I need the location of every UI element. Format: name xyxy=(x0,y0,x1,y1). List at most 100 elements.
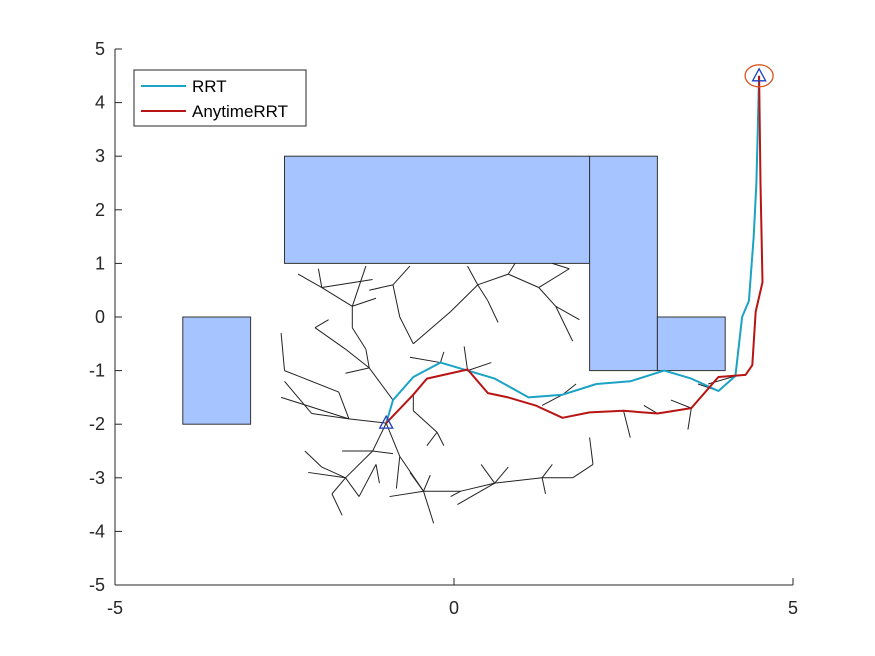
tree-edge xyxy=(365,349,370,369)
tree-edge xyxy=(480,464,496,484)
tree-edge xyxy=(314,327,346,350)
x-tick-label: -5 xyxy=(107,598,123,618)
tree-edge xyxy=(450,490,462,498)
tree-edge xyxy=(345,477,360,497)
tree-edge xyxy=(508,273,539,288)
obstacle-1 xyxy=(182,316,252,425)
tree-edge xyxy=(351,327,367,350)
tree-edge xyxy=(409,472,424,492)
paths-layer xyxy=(385,75,764,424)
tree-edge xyxy=(368,367,394,401)
tree-edge xyxy=(457,482,495,506)
tree-edge xyxy=(321,466,346,479)
tree-edge xyxy=(345,450,373,479)
y-tick-label: 1 xyxy=(95,253,105,273)
tree-edge xyxy=(314,319,329,329)
tree-edge xyxy=(284,370,299,377)
tree-edge xyxy=(338,391,350,420)
tree-edge xyxy=(321,287,353,307)
y-tick-label: -3 xyxy=(89,468,105,488)
tree-edge xyxy=(409,356,441,364)
tree-edge xyxy=(687,408,692,430)
series-line-anytimerrt xyxy=(385,75,764,424)
tree-edge xyxy=(477,284,489,302)
tree-edge xyxy=(623,410,631,438)
tree-edge xyxy=(372,450,394,455)
legend-label-rrt: RRT xyxy=(192,77,227,96)
tree-edge xyxy=(321,278,373,289)
tree-edge xyxy=(541,394,563,406)
y-tick-label: 0 xyxy=(95,307,105,327)
y-tick-label: 3 xyxy=(95,146,105,166)
tree-edge xyxy=(562,383,577,396)
tree-edge xyxy=(284,380,313,414)
tree-edge xyxy=(331,477,346,495)
tree-edge xyxy=(555,306,574,342)
tree-edge xyxy=(538,268,570,288)
y-tick-label: -2 xyxy=(89,414,105,434)
y-tick-label: 5 xyxy=(95,39,105,59)
tree-edge xyxy=(439,351,445,363)
tree-edge xyxy=(412,410,438,433)
series-line-rrt xyxy=(385,75,761,424)
tree-edge xyxy=(389,490,424,498)
plot-area xyxy=(182,64,774,524)
tree-edge xyxy=(280,396,350,420)
tree-edge xyxy=(494,477,543,484)
x-tick-label: 5 xyxy=(788,598,798,618)
y-tick-label: -5 xyxy=(89,575,105,595)
tree-edge xyxy=(589,437,594,465)
tree-edge xyxy=(507,263,516,275)
y-tick-label: 4 xyxy=(95,93,105,113)
tree-edge xyxy=(348,418,387,424)
tree-edge xyxy=(552,262,570,270)
start-marker xyxy=(378,414,394,429)
tree-edge xyxy=(345,348,370,369)
tree-edge xyxy=(463,346,469,371)
tree-edge xyxy=(375,464,380,484)
axes-layer: -5 -4 -3 -2 -1 0 1 2 3 4 5 -5 0 5 xyxy=(89,39,798,618)
y-tick-label: 2 xyxy=(95,200,105,220)
tree-edge xyxy=(345,367,370,374)
tree-edge xyxy=(280,333,285,371)
tree-edge xyxy=(572,463,594,479)
obstacle-4 xyxy=(656,316,726,372)
y-tick-label: -4 xyxy=(89,521,105,541)
tree-edge xyxy=(304,450,323,468)
tree-edge xyxy=(467,362,492,372)
obstacle-2 xyxy=(284,155,591,264)
tree-edge xyxy=(358,464,377,497)
tree-edge xyxy=(331,493,343,516)
tree-edge xyxy=(436,432,445,446)
tree-edge xyxy=(423,474,431,492)
tree-edge xyxy=(297,273,323,288)
goal-marker xyxy=(751,67,767,82)
tree-edge xyxy=(317,268,323,288)
tree-edge xyxy=(399,316,414,345)
tree-edge xyxy=(311,412,349,420)
tree-edge xyxy=(538,287,557,307)
tree-edge xyxy=(477,273,509,286)
tree-edge xyxy=(426,431,438,446)
tree-edge xyxy=(450,284,479,312)
y-tick-label: -1 xyxy=(89,361,105,381)
tree-edge xyxy=(555,305,580,321)
tree-edge xyxy=(467,265,479,286)
tree-edge xyxy=(351,265,367,307)
tree-edge xyxy=(392,265,411,286)
legend-label-anytimerrt: AnytimeRRT xyxy=(192,102,288,121)
legend-box xyxy=(133,69,307,127)
tree-edge xyxy=(643,405,658,414)
tree-edge xyxy=(297,375,339,393)
tree-edge xyxy=(412,311,451,345)
tree-edge xyxy=(487,300,499,323)
obstacles-layer xyxy=(182,155,726,425)
goal-circle xyxy=(744,64,774,88)
tree-edge xyxy=(494,466,509,484)
legend: RRT AnytimeRRT xyxy=(133,69,307,127)
tree-edge xyxy=(541,464,553,479)
tree-edge xyxy=(395,456,401,489)
tree-edge xyxy=(423,491,435,524)
